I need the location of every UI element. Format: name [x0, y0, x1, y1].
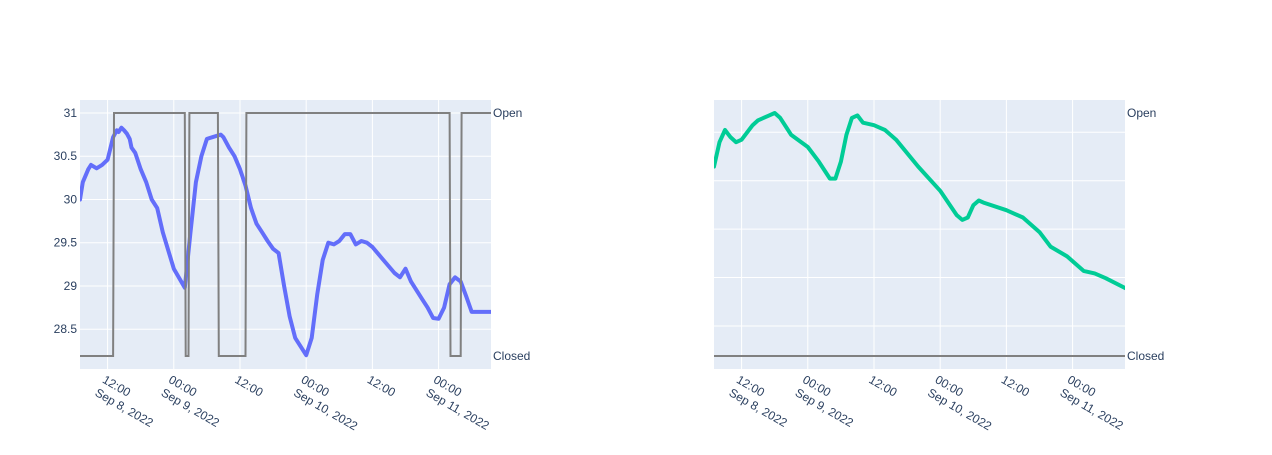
y-right-tick-label: Closed: [493, 349, 530, 363]
value-line: [714, 111, 1125, 290]
x-tick-label: 12:00Sep 8, 2022: [727, 372, 798, 430]
x-tick-time: 12:00: [365, 372, 398, 399]
y-tick-label: 28.5: [54, 322, 78, 336]
y-tick-label: 29: [64, 279, 78, 293]
x-tick-label: 12:00: [999, 372, 1032, 399]
y-tick-label: 30: [64, 192, 78, 206]
x-tick-label: 00:00Sep 9, 2022: [159, 372, 230, 430]
plot-area: [80, 100, 491, 369]
y-right-tick-label: Open: [1127, 106, 1156, 120]
y-tick-label: 30.5: [54, 149, 78, 163]
x-tick-label: 12:00: [232, 372, 265, 399]
y-right-tick-label: Closed: [1127, 349, 1164, 363]
value-line: [80, 125, 491, 358]
x-tick-label: 12:00: [365, 372, 398, 399]
valve-state-line: [80, 112, 491, 357]
right-plot: 12:00Sep 8, 2022 00:00Sep 9, 2022 12:00 00:…: [714, 100, 1164, 433]
x-tick-time: 12:00: [999, 372, 1032, 399]
x-tick-label: 00:00Sep 10, 2022: [925, 372, 1002, 433]
y-tick-label: 29.5: [54, 236, 78, 250]
plot-area: [714, 100, 1125, 369]
x-tick-label: 00:00Sep 11, 2022: [424, 372, 500, 433]
x-tick-label: 00:00Sep 10, 2022: [291, 372, 368, 433]
y-right-tick-label: Open: [493, 106, 522, 120]
y-tick-label: 31: [64, 106, 78, 120]
x-tick-time: 12:00: [866, 372, 899, 399]
x-tick-label: 00:00Sep 11, 2022: [1058, 372, 1134, 433]
x-tick-label: 00:00Sep 9, 2022: [793, 372, 864, 430]
x-tick-time: 12:00: [232, 372, 265, 399]
x-tick-label: 12:00Sep 8, 2022: [93, 372, 164, 430]
x-tick-label: 12:00: [866, 372, 899, 399]
